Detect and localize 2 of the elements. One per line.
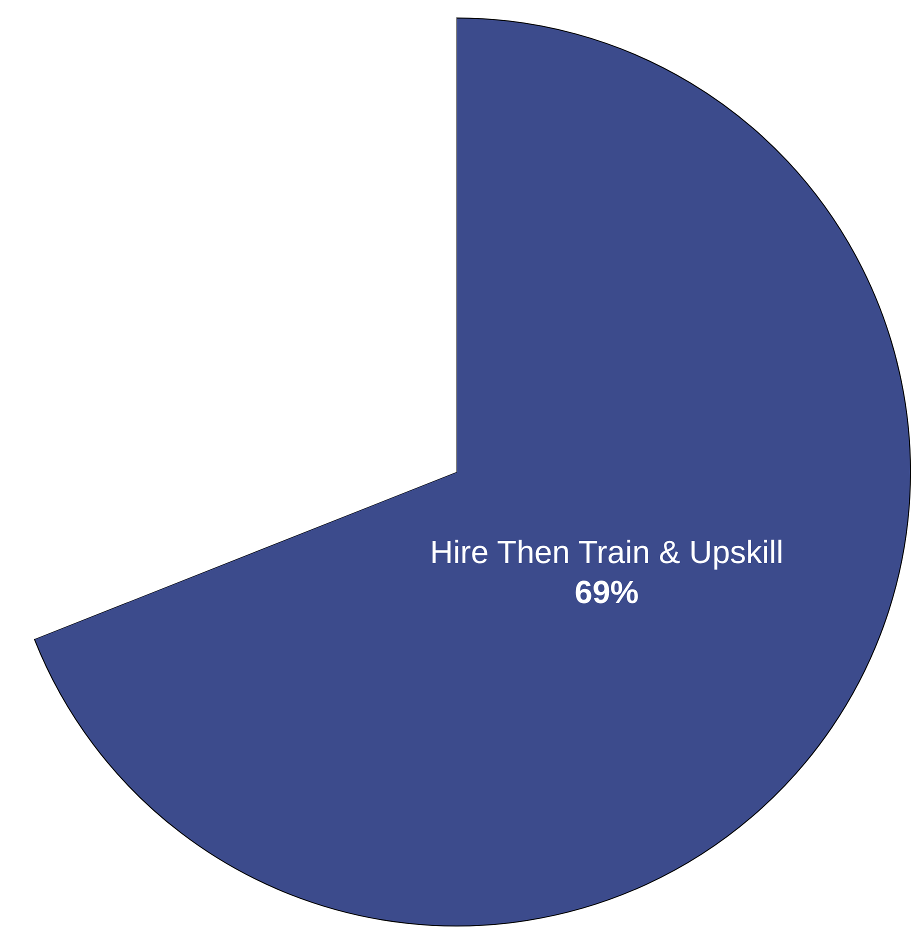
slice-label: Hire Then Train & Upskill bbox=[430, 534, 784, 570]
data-label: 69% bbox=[574, 574, 639, 610]
